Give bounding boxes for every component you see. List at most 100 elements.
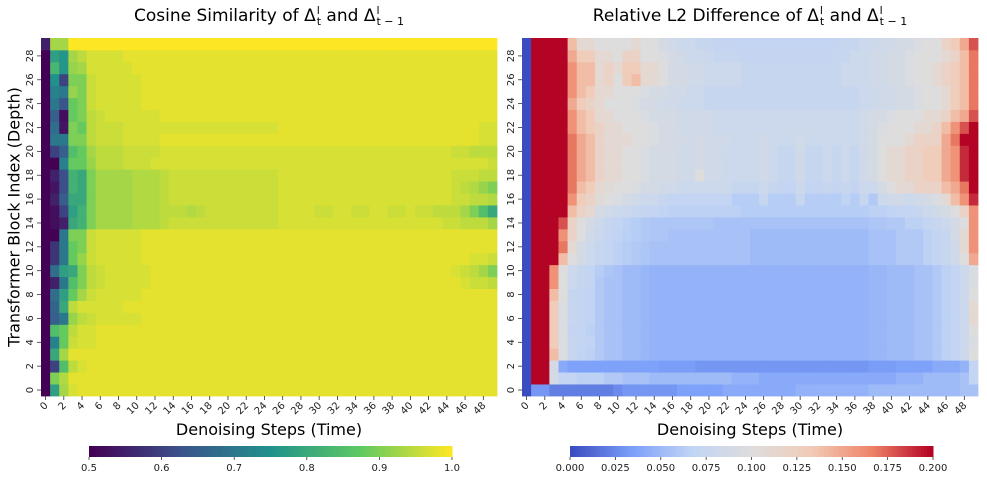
heatmap-cell xyxy=(250,300,261,313)
heatmap-cell xyxy=(540,252,550,266)
colorbar-segment xyxy=(119,446,123,457)
heatmap-cell xyxy=(549,169,559,182)
heatmap-cell xyxy=(822,49,833,63)
heatmap-cell xyxy=(95,38,106,51)
heatmap-cell xyxy=(822,372,833,385)
heatmap-cell xyxy=(777,336,787,349)
heatmap-cell xyxy=(396,85,407,99)
heatmap-cell xyxy=(886,145,897,158)
heatmap-cell xyxy=(68,348,78,361)
heatmap-cell xyxy=(622,38,632,51)
heatmap-cell xyxy=(804,217,815,230)
heatmap-cell xyxy=(104,109,115,122)
heatmap-cell xyxy=(622,252,632,266)
heatmap-cell xyxy=(387,217,398,230)
heatmap-cell xyxy=(786,121,796,134)
heatmap-cell xyxy=(241,85,252,99)
heatmap-cell xyxy=(886,324,897,337)
heatmap-cell xyxy=(522,348,532,361)
colorbar-segment xyxy=(261,446,265,457)
heatmap-cell xyxy=(433,205,443,218)
title-text: Relative L2 Difference of xyxy=(592,6,808,26)
colorbar-segment xyxy=(385,446,389,457)
heatmap-cell xyxy=(387,336,398,349)
heatmap-cell xyxy=(667,324,678,337)
colorbar-segment xyxy=(594,446,598,457)
superscript: l xyxy=(879,4,883,17)
heatmap-cell xyxy=(886,384,897,397)
heatmap-cell xyxy=(296,360,306,373)
heatmap-cell xyxy=(50,324,60,337)
heatmap-cell xyxy=(540,384,550,397)
heatmap-cell xyxy=(722,205,733,218)
heatmap-cell xyxy=(478,288,489,301)
heatmap-cell xyxy=(41,360,51,373)
heatmap-cell xyxy=(405,336,416,349)
heatmap-cell xyxy=(604,312,614,325)
heatmap-cell xyxy=(159,348,170,361)
heatmap-cell xyxy=(540,145,550,158)
heatmap-cell xyxy=(968,97,979,110)
heatmap-cell xyxy=(768,288,778,301)
heatmap-cell xyxy=(777,240,787,254)
heatmap-cell xyxy=(932,97,942,110)
heatmap-cell xyxy=(259,85,270,99)
colorbar-segment xyxy=(92,446,96,457)
heatmap-cell xyxy=(886,360,897,373)
heatmap-cell xyxy=(886,336,897,349)
colorbar-segment xyxy=(98,446,102,457)
heatmap-cell xyxy=(667,372,678,385)
heatmap-cell xyxy=(332,49,343,63)
heatmap-cell xyxy=(287,217,297,230)
heatmap-cell xyxy=(332,169,343,182)
heatmap-cell xyxy=(214,109,224,122)
heatmap-cell xyxy=(695,85,705,99)
heatmap-cell xyxy=(186,205,197,218)
heatmap-cell xyxy=(451,205,461,218)
heatmap-cell xyxy=(323,288,334,301)
heatmap-cell xyxy=(877,264,888,278)
heatmap-cell xyxy=(314,228,325,242)
heatmap-cell xyxy=(396,133,407,146)
heatmap-cell xyxy=(460,360,471,373)
heatmap-cell xyxy=(50,49,60,63)
heatmap-cell xyxy=(877,97,888,110)
colorbar-segment xyxy=(908,446,913,457)
heatmap-cell xyxy=(460,169,471,182)
colorbar-segment xyxy=(787,446,792,457)
heatmap-cell xyxy=(923,169,933,182)
heatmap-cell xyxy=(250,312,261,325)
heatmap-cell xyxy=(351,300,361,313)
heatmap-cell xyxy=(850,300,860,313)
heatmap-cell xyxy=(649,157,660,170)
colorbar-segment xyxy=(842,446,846,457)
heatmap-cell xyxy=(950,145,961,158)
heatmap-cell xyxy=(594,252,605,266)
heatmap-cell xyxy=(86,360,97,373)
heatmap-cell xyxy=(95,49,106,63)
heatmap-cell xyxy=(886,49,897,63)
heatmap-cell xyxy=(731,49,742,63)
heatmap-cell xyxy=(369,109,379,122)
heatmap-cell xyxy=(631,264,641,278)
heatmap-cell xyxy=(387,300,398,313)
heatmap-cell xyxy=(786,73,796,87)
heatmap-cell xyxy=(795,205,806,218)
heatmap-cell xyxy=(414,121,425,134)
colorbar-segment xyxy=(412,446,417,457)
heatmap-cell xyxy=(86,228,97,242)
heatmap-cell xyxy=(132,228,142,242)
heatmap-cell xyxy=(868,85,879,99)
heatmap-cell xyxy=(658,372,669,385)
heatmap-cell xyxy=(640,181,651,194)
heatmap-cell xyxy=(68,85,78,99)
heatmap-cell xyxy=(86,169,97,182)
colorbar-segment xyxy=(146,446,150,457)
heatmap-cell xyxy=(540,157,550,170)
heatmap-cell xyxy=(822,181,833,194)
heatmap-cell xyxy=(113,109,124,122)
heatmap-cell xyxy=(932,121,942,134)
heatmap-cell xyxy=(196,384,206,397)
heatmap-cell xyxy=(631,360,641,373)
heatmap-cell xyxy=(877,228,888,242)
